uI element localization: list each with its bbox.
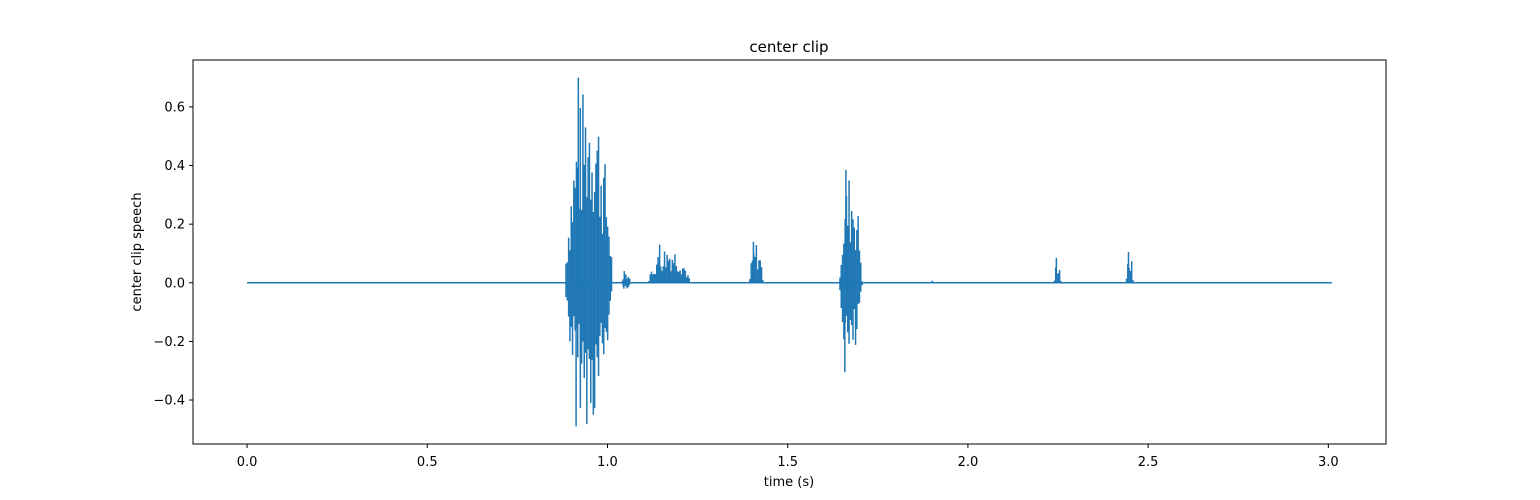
y-tick-label: −0.2: [153, 335, 185, 350]
waveform: [247, 77, 1332, 427]
y-tick-label: 0.4: [164, 159, 185, 174]
y-tick-label: 0.0: [164, 276, 185, 291]
y-tick-label: 0.2: [164, 218, 185, 233]
x-tick-label: 3.0: [1318, 455, 1339, 470]
burst-2: [621, 271, 631, 289]
burst-8: [1125, 252, 1134, 283]
y-tick-label: 0.6: [164, 100, 185, 115]
burst-3: [648, 244, 690, 283]
x-axis-ticks: 0.0 0.5 1.0 1.5 2.0 2.5 3.0: [237, 444, 1339, 470]
burst-6: [931, 280, 934, 283]
y-axis-ticks: −0.4 −0.2 0.0 0.2 0.4 0.6: [153, 100, 193, 409]
x-tick-label: 1.5: [777, 455, 798, 470]
y-axis-label: center clip speech: [130, 192, 145, 311]
x-tick-label: 1.0: [597, 455, 618, 470]
x-axis-label: time (s): [764, 475, 814, 490]
x-tick-label: 2.0: [958, 455, 979, 470]
chart-title: center clip: [749, 38, 828, 56]
burst-5: [839, 169, 863, 373]
y-tick-label: −0.4: [153, 394, 185, 409]
x-tick-label: 0.0: [237, 455, 258, 470]
axes-frame: [192, 59, 1387, 445]
x-tick-label: 0.5: [417, 455, 438, 470]
x-tick-label: 2.5: [1138, 455, 1159, 470]
burst-1: [565, 77, 613, 427]
burst-7: [1053, 257, 1062, 283]
burst-4: [749, 241, 764, 283]
